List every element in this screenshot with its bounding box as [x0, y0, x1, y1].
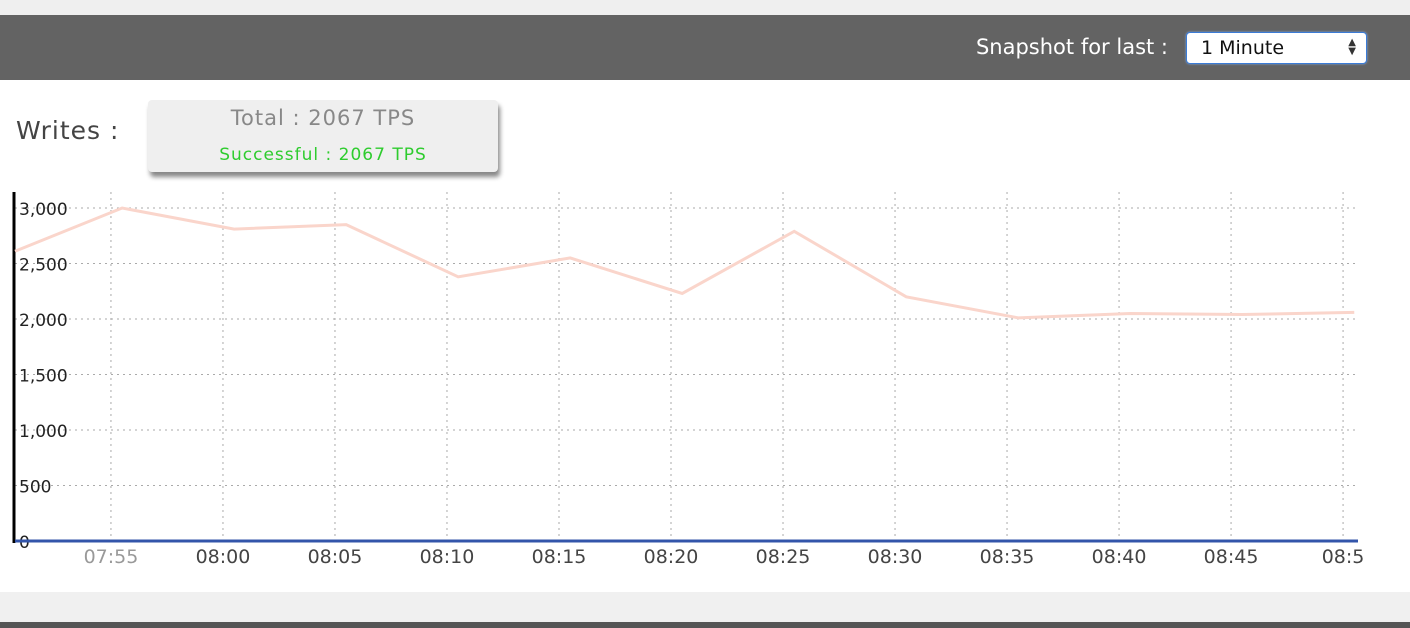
- y-tick-label: 500: [19, 478, 51, 498]
- x-tick-label: 08:25: [756, 546, 811, 568]
- total-tps: Total : 2067 TPS: [230, 106, 416, 130]
- x-tick-label: 08:40: [1092, 546, 1147, 568]
- x-tick-label: 08:00: [196, 546, 251, 568]
- top-strip: [0, 0, 1410, 15]
- y-tick-label: 3,000: [19, 200, 68, 220]
- toolbar: Snapshot for last : 1 Minute ▲ ▼: [0, 15, 1410, 80]
- select-arrows: ▲ ▼: [1348, 37, 1356, 57]
- y-tick-label: 1,500: [19, 367, 68, 387]
- select-value: 1 Minute: [1201, 37, 1285, 59]
- x-tick-label: 07:55: [84, 546, 139, 568]
- x-tick-label: 08:35: [980, 546, 1035, 568]
- series-line: [14, 206, 1355, 320]
- y-tick-label: 2,000: [19, 311, 68, 331]
- x-tick-label: 08:5: [1322, 546, 1365, 568]
- y-tick-label: 2,500: [19, 256, 68, 276]
- x-tick-label: 08:20: [644, 546, 699, 568]
- snapshot-label: Snapshot for last :: [975, 35, 1168, 59]
- x-tick-label: 08:15: [532, 546, 587, 568]
- y-tick-label: 1,000: [19, 422, 68, 442]
- snapshot-select[interactable]: 1 Minute ▲ ▼: [1186, 32, 1367, 64]
- x-tick-label: 08:10: [420, 546, 475, 568]
- x-tick-label: 08:05: [308, 546, 363, 568]
- footer-line: [0, 622, 1410, 628]
- successful-tps: Successful : 2067 TPS: [219, 145, 427, 165]
- y-tick-label: 0: [19, 533, 30, 553]
- section-title: Writes :: [16, 116, 120, 145]
- x-tick-label: 08:30: [868, 546, 923, 568]
- summary-box: Total : 2067 TPS Successful : 2067 TPS: [148, 100, 498, 172]
- x-tick-label: 08:45: [1204, 546, 1259, 568]
